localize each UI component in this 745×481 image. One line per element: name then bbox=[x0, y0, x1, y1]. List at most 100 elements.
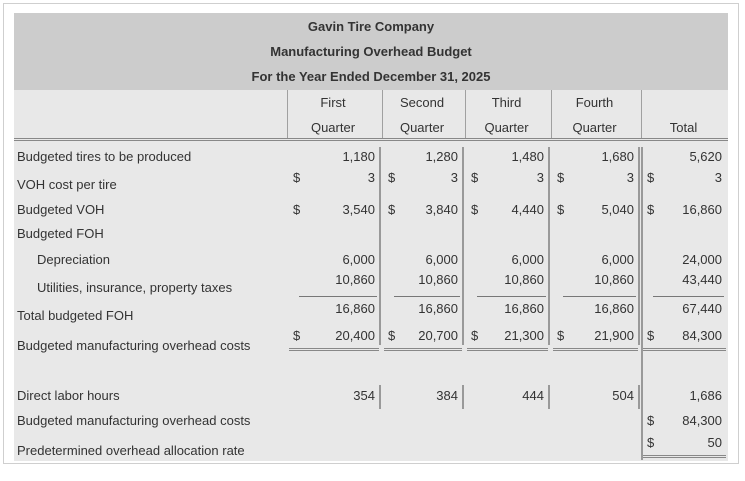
company-name: Gavin Tire Company bbox=[307, 19, 435, 34]
budget-table: Gavin Tire Company Manufacturing Overhea… bbox=[14, 13, 728, 461]
dollar-sign: $ bbox=[647, 435, 655, 450]
column-divider bbox=[548, 147, 550, 345]
cell-value: 384 bbox=[436, 388, 458, 403]
rate-rule bbox=[643, 455, 726, 458]
dollar-sign: $ bbox=[293, 328, 301, 343]
header-column-divider bbox=[641, 90, 642, 139]
cell-value: 4,440 bbox=[511, 202, 544, 217]
column-header-line2: Total bbox=[669, 120, 698, 135]
report-title: Manufacturing Overhead Budget bbox=[270, 44, 472, 59]
column-divider bbox=[462, 147, 464, 345]
row-label-voh-rate: VOH cost per tire bbox=[17, 177, 117, 192]
column-divider bbox=[379, 147, 381, 345]
cell-value: 3 bbox=[367, 170, 375, 185]
cell-value: 21,300 bbox=[504, 328, 544, 343]
cell-value: 1,280 bbox=[425, 149, 458, 164]
cell-value: 24,000 bbox=[682, 252, 722, 267]
cell-value: 16,860 bbox=[504, 301, 544, 316]
budget-panel: Gavin Tire Company Manufacturing Overhea… bbox=[3, 3, 739, 464]
column-header-line1: First bbox=[320, 95, 346, 110]
dollar-sign: $ bbox=[647, 328, 655, 343]
cell-value: 3 bbox=[450, 170, 458, 185]
column-divider bbox=[548, 385, 550, 409]
cell-value: 21,900 bbox=[594, 328, 634, 343]
header-rule bbox=[14, 138, 728, 141]
cell-value: 5,620 bbox=[689, 149, 722, 164]
cell-value: 3,840 bbox=[425, 202, 458, 217]
cell-value: 10,860 bbox=[504, 272, 544, 287]
row-label-total-foh: Total budgeted FOH bbox=[17, 308, 134, 323]
cell-value: 84,300 bbox=[682, 328, 722, 343]
row-label-dlh: Direct labor hours bbox=[17, 388, 120, 403]
dollar-sign: $ bbox=[647, 413, 655, 428]
dollar-sign: $ bbox=[557, 170, 565, 185]
sum-rule bbox=[477, 296, 546, 297]
dollar-sign: $ bbox=[647, 170, 655, 185]
row-label-voh: Budgeted VOH bbox=[17, 202, 105, 217]
row-label-moh: Budgeted manufacturing overhead costs bbox=[17, 338, 251, 353]
cell-value: 16,860 bbox=[682, 202, 722, 217]
cell-value: 10,860 bbox=[335, 272, 375, 287]
dollar-sign: $ bbox=[388, 202, 396, 217]
cell-value: 1,680 bbox=[601, 149, 634, 164]
header-column-divider bbox=[551, 90, 552, 139]
sum-rule bbox=[299, 296, 377, 297]
column-divider bbox=[638, 385, 640, 409]
total-rule bbox=[553, 348, 638, 351]
cell-value: 5,040 bbox=[601, 202, 634, 217]
cell-value: 3 bbox=[714, 170, 722, 185]
total-rule bbox=[384, 348, 462, 351]
column-header-line2: Quarter bbox=[399, 120, 445, 135]
cell-value: 16,860 bbox=[418, 301, 458, 316]
cell-value: 1,480 bbox=[511, 149, 544, 164]
row-label-moh-2: Budgeted manufacturing overhead costs bbox=[17, 413, 251, 428]
row-label-rate: Predetermined overhead allocation rate bbox=[17, 443, 245, 458]
cell-value: 10,860 bbox=[594, 272, 634, 287]
row-label-tires: Budgeted tires to be produced bbox=[17, 149, 192, 164]
table-header bbox=[14, 13, 728, 90]
cell-value: 504 bbox=[612, 388, 634, 403]
cell-value: 3 bbox=[536, 170, 544, 185]
column-divider bbox=[462, 385, 464, 409]
dollar-sign: $ bbox=[293, 202, 301, 217]
row-label-utilities: Utilities, insurance, property taxes bbox=[37, 280, 233, 295]
cell-value: 3,540 bbox=[342, 202, 375, 217]
total-rule bbox=[467, 348, 548, 351]
dollar-sign: $ bbox=[388, 170, 396, 185]
header-column-divider bbox=[382, 90, 383, 139]
cell-value: 3 bbox=[626, 170, 634, 185]
column-divider bbox=[379, 385, 381, 409]
column-header-line1: Third bbox=[491, 95, 522, 110]
row-label-depreciation: Depreciation bbox=[37, 252, 110, 267]
row-label-foh: Budgeted FOH bbox=[17, 226, 104, 241]
column-header-line1: Fourth bbox=[575, 95, 614, 110]
sum-rule bbox=[653, 296, 724, 297]
cell-value: 10,860 bbox=[418, 272, 458, 287]
column-header-line2: Quarter bbox=[572, 120, 617, 135]
dollar-sign: $ bbox=[557, 202, 565, 217]
moh-total-value: 84,300 bbox=[682, 413, 722, 428]
header-column-divider bbox=[465, 90, 466, 139]
report-period: For the Year Ended December 31, 2025 bbox=[251, 69, 491, 84]
dollar-sign: $ bbox=[471, 202, 479, 217]
cell-value: 6,000 bbox=[342, 252, 375, 267]
dollar-sign: $ bbox=[647, 202, 655, 217]
cell-value: 354 bbox=[353, 388, 375, 403]
sum-rule bbox=[563, 296, 636, 297]
column-divider bbox=[638, 147, 640, 345]
dollar-sign: $ bbox=[388, 328, 396, 343]
cell-value: 16,860 bbox=[335, 301, 375, 316]
cell-value: 6,000 bbox=[601, 252, 634, 267]
cell-value: 67,440 bbox=[682, 301, 722, 316]
cell-value: 1,180 bbox=[342, 149, 375, 164]
dollar-sign: $ bbox=[293, 170, 301, 185]
cell-value: 6,000 bbox=[425, 252, 458, 267]
header-column-divider bbox=[287, 90, 288, 139]
total-rule bbox=[289, 348, 379, 351]
cell-value: 43,440 bbox=[682, 272, 722, 287]
cell-value: 20,700 bbox=[418, 328, 458, 343]
dollar-sign: $ bbox=[471, 328, 479, 343]
cell-value: 444 bbox=[522, 388, 544, 403]
total-column-divider bbox=[641, 147, 643, 460]
total-rule bbox=[643, 348, 726, 351]
